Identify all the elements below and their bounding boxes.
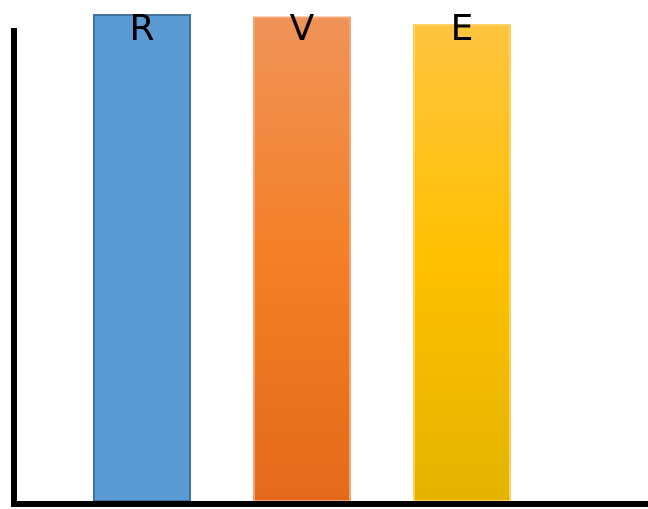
category-label-v: V — [290, 8, 315, 49]
bars-group — [93, 14, 511, 503]
bar-v — [253, 16, 351, 502]
bar-e — [413, 24, 511, 503]
category-label-e: E — [451, 8, 474, 49]
category-label-r: R — [129, 8, 154, 49]
bar-r — [93, 14, 191, 503]
